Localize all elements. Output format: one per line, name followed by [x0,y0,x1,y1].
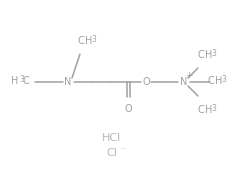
Text: C: C [23,76,30,86]
Text: O: O [124,104,131,114]
Text: Cl: Cl [106,148,117,158]
Text: 3: 3 [210,104,215,113]
Text: C: C [77,36,84,46]
Text: 3: 3 [210,49,215,58]
Text: H: H [204,105,211,115]
Text: O: O [142,77,149,87]
Text: C: C [206,76,213,86]
Text: N: N [180,77,187,87]
Text: C: C [197,50,203,60]
Text: HCl: HCl [102,133,121,143]
Text: H: H [11,76,18,86]
Text: H: H [204,50,211,60]
Text: ⁻: ⁻ [120,147,125,155]
Text: 3: 3 [19,75,24,84]
Text: 3: 3 [220,75,225,84]
Text: N: N [64,77,71,87]
Text: H: H [214,76,222,86]
Text: H: H [85,36,92,46]
Text: 3: 3 [91,35,96,44]
Text: C: C [197,105,203,115]
Text: +: + [184,72,192,80]
